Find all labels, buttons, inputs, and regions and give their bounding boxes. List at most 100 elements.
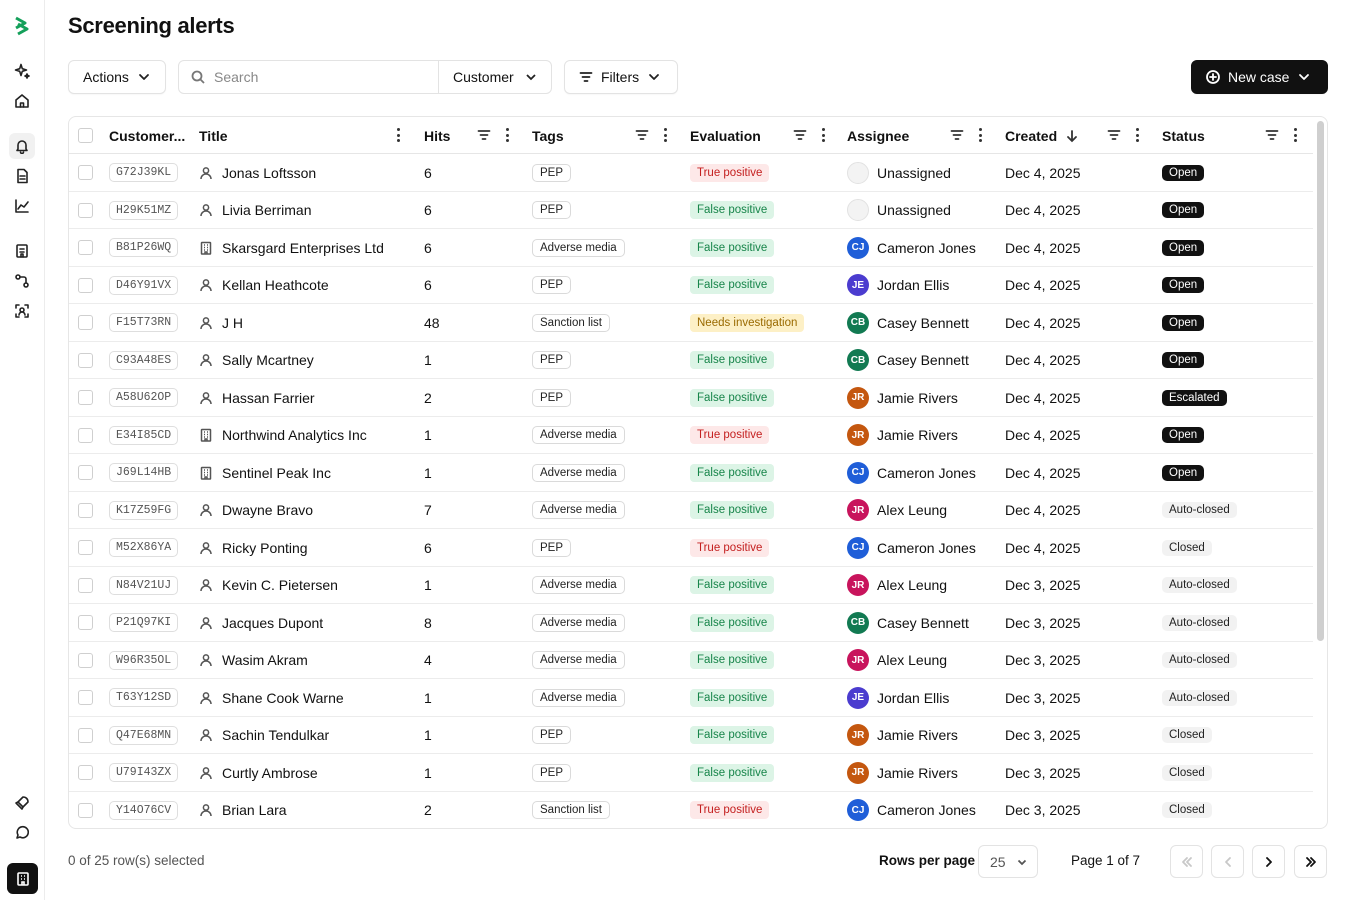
- row-checkbox[interactable]: [78, 802, 93, 818]
- column-header-tags[interactable]: Tags: [532, 117, 672, 154]
- chart-icon[interactable]: [12, 196, 32, 216]
- title-cell[interactable]: Ricky Ponting: [199, 529, 308, 566]
- customer-id[interactable]: B81P26WQ: [109, 238, 179, 257]
- column-menu-icon[interactable]: [505, 128, 509, 142]
- title-cell[interactable]: Kellan Heathcote: [199, 267, 329, 304]
- table-row[interactable]: Y14O76CV Brian Lara 2 Sanction list True…: [69, 792, 1313, 829]
- table-row[interactable]: D46Y91VX Kellan Heathcote 6 PEP False po…: [69, 267, 1313, 304]
- filters-button[interactable]: Filters: [564, 60, 678, 94]
- table-row[interactable]: P21Q97KI Jacques Dupont 8 Adverse media …: [69, 604, 1313, 642]
- assignee-cell[interactable]: JR Alex Leung: [847, 492, 947, 529]
- sparkle-icon[interactable]: [12, 61, 32, 81]
- row-checkbox[interactable]: [78, 502, 93, 518]
- column-header-assignee[interactable]: Assignee: [847, 117, 987, 154]
- customer-id[interactable]: W96R35OL: [109, 650, 179, 670]
- search-input[interactable]: [214, 69, 414, 85]
- table-row[interactable]: K17Z59FG Dwayne Bravo 7 Adverse media Fa…: [69, 492, 1313, 529]
- table-row[interactable]: H29K51MZ Livia Berriman 6 PEP False posi…: [69, 192, 1313, 229]
- customer-id[interactable]: T63Y12SD: [109, 688, 179, 707]
- assignee-cell[interactable]: CB Casey Bennett: [847, 342, 969, 379]
- row-checkbox[interactable]: [78, 240, 93, 255]
- customer-id[interactable]: J69L14HB: [109, 463, 179, 482]
- customer-id[interactable]: Q47E68MN: [109, 725, 179, 745]
- title-cell[interactable]: J H: [199, 304, 243, 341]
- select-all-checkbox[interactable]: [78, 128, 93, 143]
- title-cell[interactable]: Jonas Loftsson: [199, 154, 316, 191]
- table-row[interactable]: M52X86YA Ricky Ponting 6 PEP True positi…: [69, 529, 1313, 567]
- title-cell[interactable]: Sally Mcartney: [199, 342, 314, 379]
- filter-icon[interactable]: [1107, 128, 1121, 142]
- row-checkbox[interactable]: [78, 540, 93, 555]
- table-row[interactable]: W96R35OL Wasim Akram 4 Adverse media Fal…: [69, 642, 1313, 679]
- filter-icon[interactable]: [1265, 128, 1279, 142]
- arrow-down-icon[interactable]: [1065, 129, 1079, 143]
- column-header-evaluation[interactable]: Evaluation: [690, 117, 830, 154]
- title-cell[interactable]: Dwayne Bravo: [199, 492, 313, 529]
- customer-id[interactable]: G72J39KL: [109, 163, 179, 182]
- filter-icon[interactable]: [950, 128, 964, 142]
- customer-id[interactable]: K17Z59FG: [109, 500, 179, 520]
- filter-icon[interactable]: [477, 128, 491, 142]
- building-id-icon[interactable]: [12, 241, 32, 261]
- column-header-customer[interactable]: Customer...: [109, 117, 189, 154]
- assignee-cell[interactable]: CJ Cameron Jones: [847, 792, 976, 829]
- row-checkbox[interactable]: [78, 165, 93, 180]
- row-checkbox[interactable]: [78, 615, 93, 630]
- row-checkbox[interactable]: [78, 277, 93, 293]
- row-checkbox[interactable]: [78, 352, 93, 368]
- title-cell[interactable]: Wasim Akram: [199, 642, 308, 679]
- next-page-button[interactable]: [1252, 845, 1285, 878]
- assignee-cell[interactable]: CJ Cameron Jones: [847, 529, 976, 566]
- assignee-cell[interactable]: JR Jamie Rivers: [847, 379, 958, 416]
- title-cell[interactable]: Brian Lara: [199, 792, 287, 829]
- assignee-cell[interactable]: JE Jordan Ellis: [847, 267, 949, 304]
- title-cell[interactable]: Sentinel Peak Inc: [199, 454, 331, 491]
- last-page-button[interactable]: [1294, 845, 1327, 878]
- title-cell[interactable]: Shane Cook Warne: [199, 679, 344, 716]
- row-checkbox[interactable]: [78, 465, 93, 480]
- table-row[interactable]: Q47E68MN Sachin Tendulkar 1 PEP False po…: [69, 717, 1313, 754]
- title-cell[interactable]: Jacques Dupont: [199, 604, 323, 641]
- new-case-button[interactable]: New case: [1191, 60, 1328, 94]
- customer-id[interactable]: M52X86YA: [109, 538, 179, 557]
- table-row[interactable]: B81P26WQ Skarsgard Enterprises Ltd 6 Adv…: [69, 229, 1313, 267]
- chat-icon[interactable]: [12, 823, 32, 843]
- column-menu-icon[interactable]: [663, 128, 667, 142]
- rows-per-page-select[interactable]: 25: [978, 845, 1038, 878]
- title-cell[interactable]: Skarsgard Enterprises Ltd: [199, 229, 384, 266]
- previous-page-button[interactable]: [1211, 845, 1244, 878]
- table-row[interactable]: U79I43ZX Curtly Ambrose 1 PEP False posi…: [69, 754, 1313, 792]
- customer-id[interactable]: D46Y91VX: [109, 275, 179, 295]
- row-checkbox[interactable]: [78, 202, 93, 218]
- row-checkbox[interactable]: [78, 652, 93, 668]
- table-row[interactable]: F15T73RN J H 48 Sanction list Needs inve…: [69, 304, 1313, 342]
- column-menu-icon[interactable]: [821, 128, 825, 142]
- customer-id[interactable]: U79I43ZX: [109, 763, 179, 782]
- customer-id[interactable]: Y14O76CV: [109, 800, 179, 820]
- title-cell[interactable]: Northwind Analytics Inc: [199, 417, 367, 454]
- assignee-cell[interactable]: JR Jamie Rivers: [847, 417, 958, 454]
- title-cell[interactable]: Kevin C. Pietersen: [199, 567, 338, 604]
- scan-face-icon[interactable]: [12, 301, 32, 321]
- assignee-cell[interactable]: CB Casey Bennett: [847, 304, 969, 341]
- assignee-cell[interactable]: CJ Cameron Jones: [847, 229, 976, 266]
- document-icon[interactable]: [12, 166, 32, 186]
- assignee-cell[interactable]: JR Alex Leung: [847, 642, 947, 679]
- assignee-cell[interactable]: Unassigned: [847, 192, 951, 229]
- table-row[interactable]: T63Y12SD Shane Cook Warne 1 Adverse medi…: [69, 679, 1313, 717]
- row-checkbox[interactable]: [78, 577, 93, 593]
- title-cell[interactable]: Hassan Farrier: [199, 379, 315, 416]
- assignee-cell[interactable]: JR Jamie Rivers: [847, 717, 958, 754]
- filter-icon[interactable]: [635, 128, 649, 142]
- organization-icon[interactable]: [7, 863, 38, 894]
- row-checkbox[interactable]: [78, 390, 93, 405]
- customer-id[interactable]: A58U62OP: [109, 388, 179, 407]
- column-menu-icon[interactable]: [1293, 128, 1297, 142]
- bell-icon[interactable]: [9, 133, 35, 159]
- table-row[interactable]: G72J39KL Jonas Loftsson 6 PEP True posit…: [69, 154, 1313, 192]
- customer-id[interactable]: E34I85CD: [109, 425, 179, 445]
- actions-button[interactable]: Actions: [68, 60, 166, 94]
- customer-id[interactable]: F15T73RN: [109, 313, 179, 332]
- rocket-icon[interactable]: [12, 793, 32, 813]
- search-box[interactable]: [179, 61, 439, 93]
